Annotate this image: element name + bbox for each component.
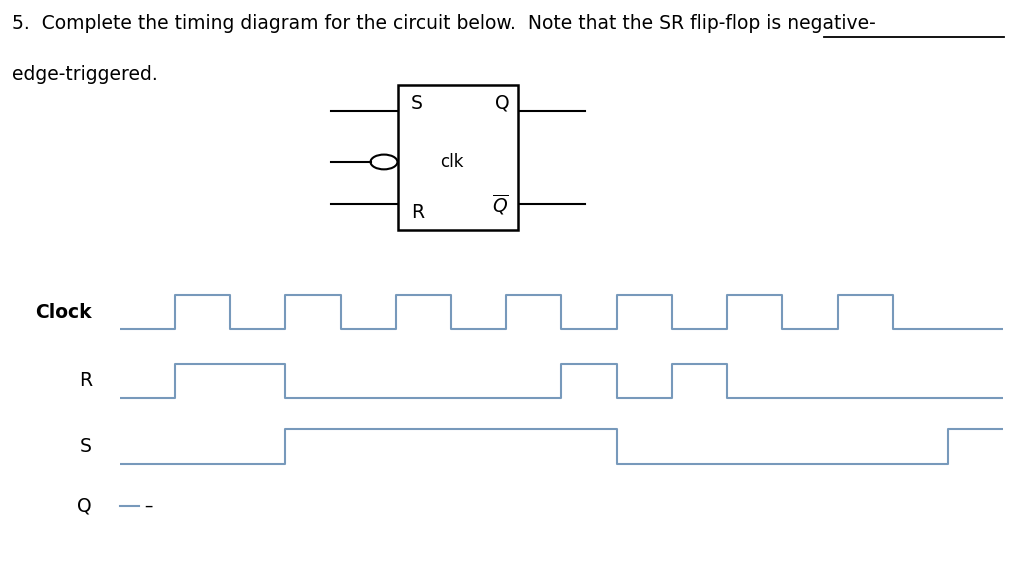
Text: 5.  Complete the timing diagram for the circuit below.  Note that the SR flip-fl: 5. Complete the timing diagram for the c… xyxy=(12,14,877,33)
Text: Q: Q xyxy=(78,496,92,515)
Text: R: R xyxy=(79,371,92,390)
Text: Clock: Clock xyxy=(35,303,92,321)
Text: –: – xyxy=(145,496,153,515)
Bar xyxy=(398,85,518,230)
Text: clk: clk xyxy=(440,153,464,171)
Text: Q: Q xyxy=(495,94,509,112)
Text: S: S xyxy=(411,94,422,112)
Text: R: R xyxy=(411,203,424,222)
Text: $\overline{Q}$: $\overline{Q}$ xyxy=(493,192,509,216)
Text: S: S xyxy=(81,437,92,456)
Text: edge-triggered.: edge-triggered. xyxy=(12,65,158,84)
